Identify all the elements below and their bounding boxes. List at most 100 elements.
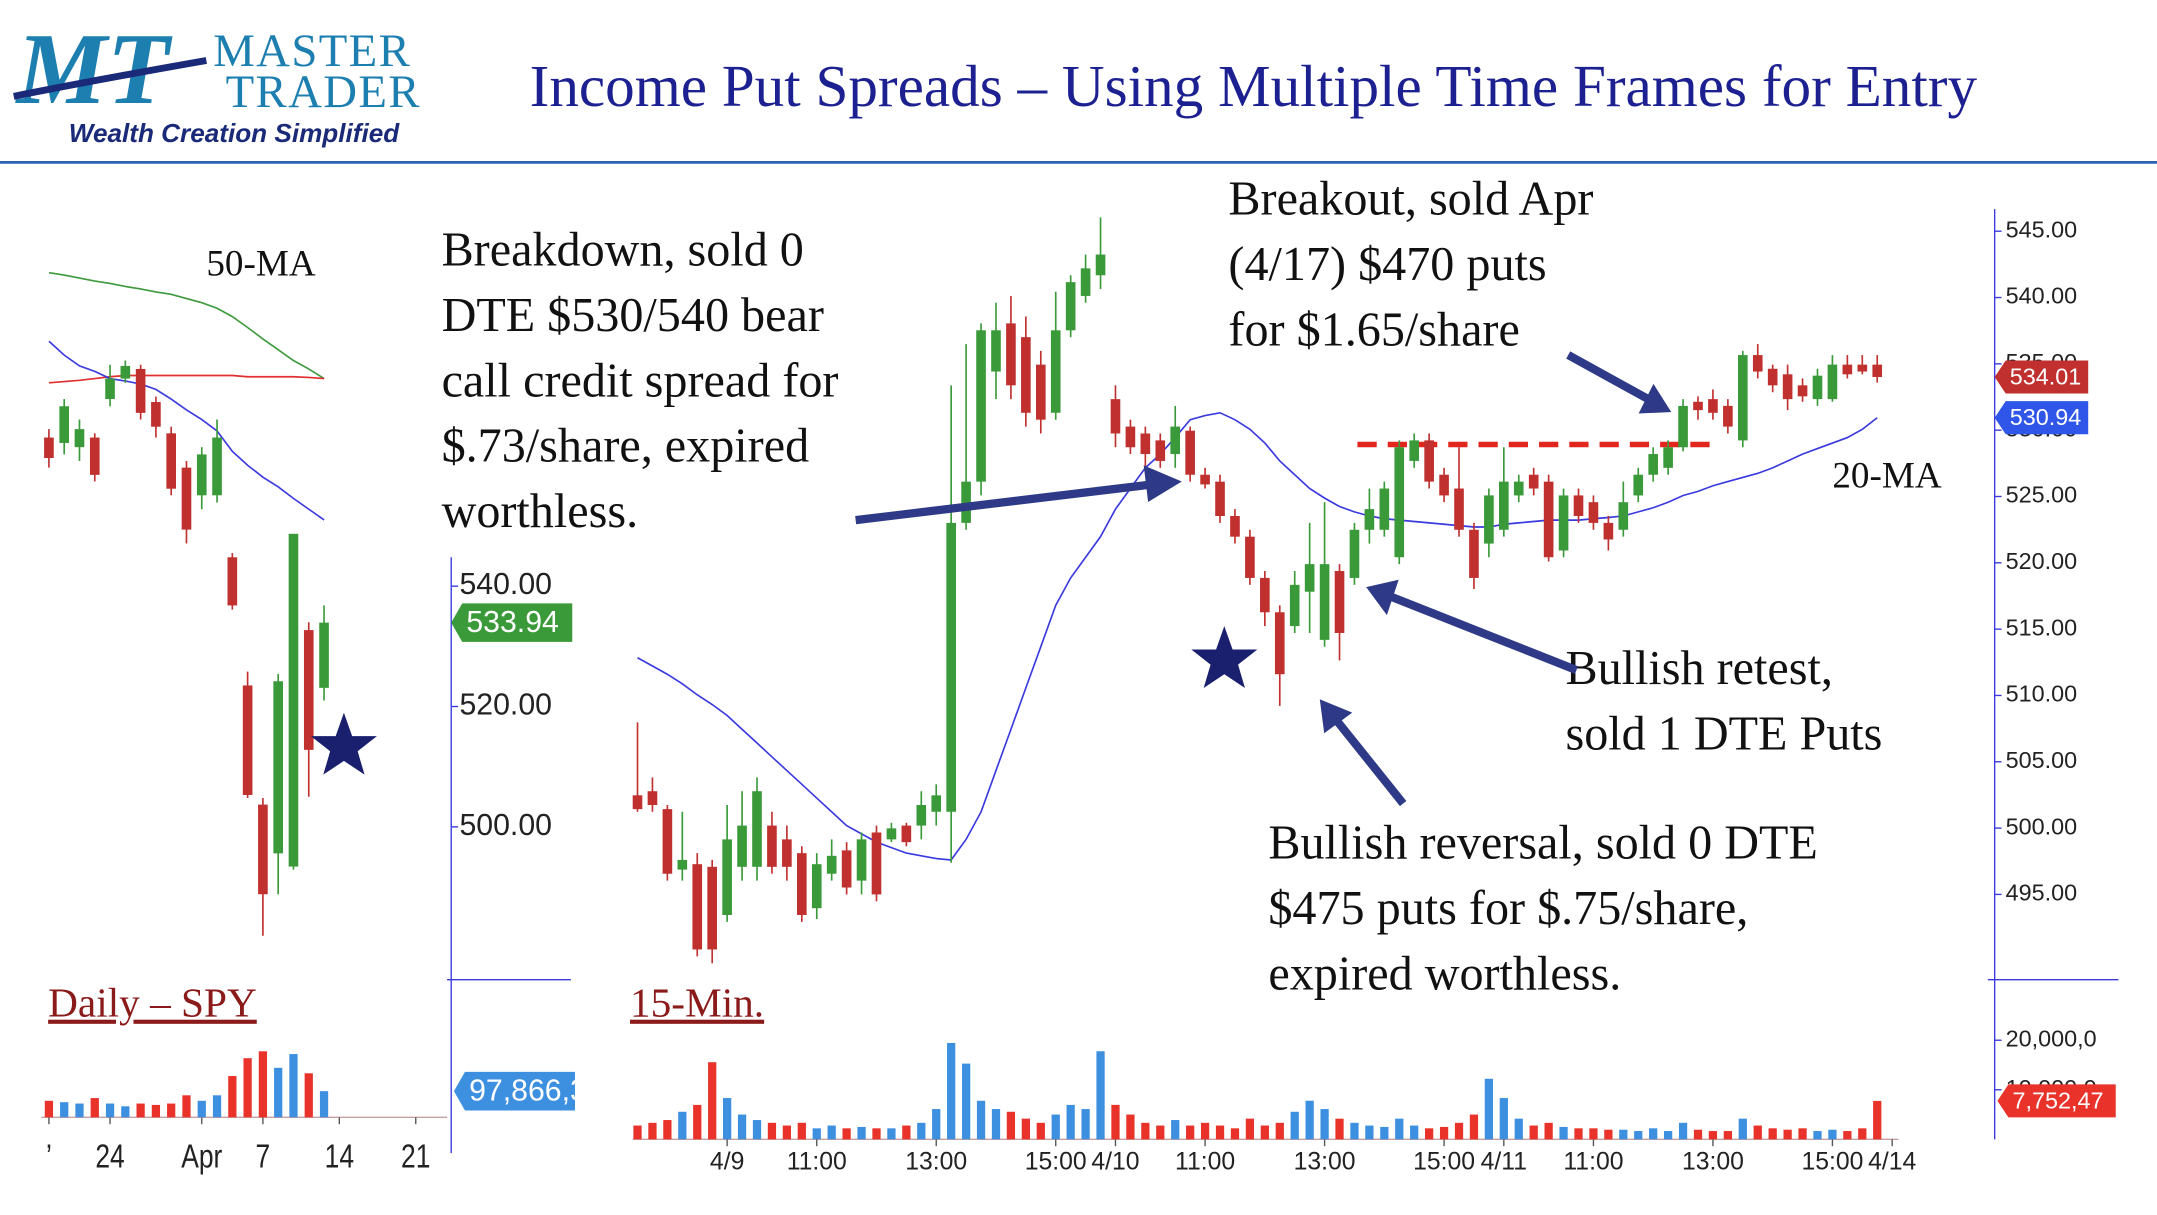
y-tick-label: 500.00 xyxy=(2006,813,2077,839)
volume-bar xyxy=(136,1103,145,1118)
candle-body xyxy=(632,795,643,810)
annotation-line: expired worthless. xyxy=(1268,947,1621,1000)
chart-title: 15-Min. xyxy=(630,980,764,1026)
candle-body xyxy=(1842,364,1853,375)
volume-bar xyxy=(167,1103,176,1118)
price-tag xyxy=(1997,1084,2116,1118)
brand-line: TRADER xyxy=(226,66,421,118)
volume-bar xyxy=(947,1042,956,1140)
volume-bar xyxy=(961,1063,971,1140)
x-tick-label: 15:00 xyxy=(1801,1148,1863,1175)
volume-bar xyxy=(1649,1128,1658,1140)
volume-bar xyxy=(1186,1125,1195,1140)
arrow-head xyxy=(1366,579,1399,616)
annotation-line: worthless. xyxy=(442,485,639,538)
candle-body xyxy=(662,809,673,874)
candle-body xyxy=(1215,481,1225,516)
candle-body xyxy=(1095,254,1106,276)
volume-bar xyxy=(75,1103,84,1118)
candle-body xyxy=(1230,515,1240,537)
candle-body xyxy=(767,825,777,867)
annotation-line: Breakout, sold Apr xyxy=(1228,173,1593,226)
x-tick-label: 4/14 xyxy=(1868,1148,1916,1175)
volume-bar xyxy=(1544,1122,1553,1140)
candle-body xyxy=(1633,474,1644,496)
candle-body xyxy=(1588,502,1599,523)
y-tick-label: 540.00 xyxy=(2006,283,2077,309)
candle-body xyxy=(1573,495,1584,516)
star xyxy=(1191,626,1258,688)
volume-bar xyxy=(44,1100,54,1118)
volume-bar xyxy=(752,1120,762,1140)
volume-bar xyxy=(932,1109,941,1140)
annotations: Breakdown, sold 0 DTE $530/540 bear call c… xyxy=(442,173,1883,1001)
candle-body xyxy=(1200,474,1210,485)
candle-body xyxy=(946,522,956,812)
candle-body xyxy=(1364,509,1375,530)
volume-bar xyxy=(797,1122,806,1140)
volume-bar xyxy=(182,1095,191,1118)
price-tag xyxy=(451,603,573,642)
volume-bar xyxy=(212,1095,222,1118)
volume-bar xyxy=(1843,1131,1852,1140)
x-tick-label: 7 xyxy=(256,1139,271,1175)
chart: 545.00540.00535.00530.00525.00520.00515.… xyxy=(630,209,2119,1175)
candle-body xyxy=(196,454,207,496)
x-tick-label: 13:00 xyxy=(1682,1148,1744,1175)
volume-bar xyxy=(1275,1122,1284,1140)
x-tick-label: 21 xyxy=(401,1139,430,1175)
volume-bar xyxy=(1305,1100,1314,1140)
annotation-line: DTE $530/540 bear xyxy=(442,289,824,342)
volume-bar xyxy=(228,1076,237,1118)
volume-bar xyxy=(1723,1131,1732,1140)
candle-body xyxy=(151,402,161,427)
logo-swoosh xyxy=(13,57,207,100)
x-tick-label: Apr xyxy=(181,1139,222,1175)
volume-bar xyxy=(90,1098,99,1118)
volume-bar xyxy=(723,1098,732,1140)
star xyxy=(310,712,377,775)
volume-bar xyxy=(1678,1122,1688,1140)
candle-body xyxy=(1080,268,1091,296)
candle-body xyxy=(1170,426,1181,455)
volume-bar xyxy=(319,1091,329,1118)
y-tick-label: 520.00 xyxy=(459,689,552,722)
volume-bar xyxy=(1753,1125,1762,1140)
x-tick-label: 4/11 xyxy=(1481,1148,1527,1175)
arrows xyxy=(855,351,1672,807)
volume-bar xyxy=(887,1128,896,1140)
line-name: 50-MA xyxy=(206,243,315,284)
x-tick-label: 13:00 xyxy=(1294,1148,1356,1175)
candle-body xyxy=(303,630,314,750)
candle-body xyxy=(901,825,912,843)
candle-body xyxy=(1260,577,1270,613)
volume-bar xyxy=(1230,1128,1240,1140)
candle-body xyxy=(258,804,268,895)
candle-body xyxy=(722,839,732,915)
chart-title: Daily – SPY xyxy=(48,980,257,1026)
volume-bar xyxy=(1783,1129,1792,1140)
arrow-shaft xyxy=(1566,351,1651,403)
moving-average xyxy=(637,411,1878,861)
volume-bar xyxy=(648,1122,657,1140)
price-tag xyxy=(453,1071,576,1111)
x-tick-label: 14 xyxy=(325,1139,354,1175)
candle-body xyxy=(1603,522,1614,540)
candle-body xyxy=(782,839,792,867)
candle-body xyxy=(1289,584,1300,627)
y-tick-label: 510.00 xyxy=(2006,681,2077,707)
volume-bar xyxy=(1858,1128,1867,1140)
candle-body xyxy=(856,839,867,881)
volume-bar xyxy=(663,1120,672,1140)
x-tick-label: 13:00 xyxy=(905,1148,967,1175)
volume-bar xyxy=(693,1104,702,1140)
candle-body xyxy=(1513,481,1524,496)
volume-bar xyxy=(1290,1111,1299,1140)
candle-body xyxy=(1693,401,1703,411)
volume-bar xyxy=(1499,1098,1508,1140)
volume-bar xyxy=(1320,1109,1329,1140)
volume-bar xyxy=(105,1103,115,1118)
volume-bar xyxy=(1335,1118,1344,1140)
volume-bar xyxy=(827,1125,836,1140)
y-tick-label: 545.00 xyxy=(2006,216,2077,242)
